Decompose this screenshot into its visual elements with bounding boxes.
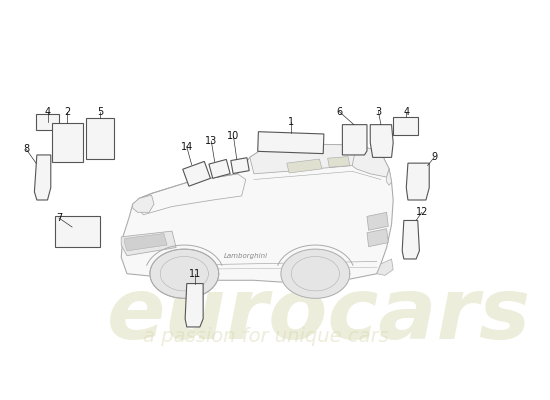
Polygon shape <box>343 125 367 155</box>
Text: a passion for unique cars: a passion for unique cars <box>144 327 389 346</box>
Polygon shape <box>367 229 388 247</box>
Polygon shape <box>250 144 360 174</box>
Bar <box>393 117 418 135</box>
Polygon shape <box>352 145 389 177</box>
Text: 3: 3 <box>376 106 382 116</box>
Text: 4: 4 <box>45 106 51 116</box>
Polygon shape <box>387 169 392 185</box>
Bar <box>52 123 82 162</box>
Ellipse shape <box>150 249 219 298</box>
Bar <box>209 160 230 178</box>
Text: 13: 13 <box>205 136 217 146</box>
Text: 5: 5 <box>97 106 103 116</box>
Polygon shape <box>370 125 393 158</box>
Polygon shape <box>328 156 350 167</box>
Bar <box>56 216 100 247</box>
Ellipse shape <box>281 249 350 298</box>
Text: 10: 10 <box>227 131 240 141</box>
Polygon shape <box>185 284 203 327</box>
Text: eurocars: eurocars <box>107 274 531 357</box>
Bar <box>183 161 211 186</box>
Polygon shape <box>133 195 154 212</box>
Polygon shape <box>121 144 393 284</box>
Text: 8: 8 <box>23 144 29 154</box>
Bar <box>231 158 249 174</box>
Text: 11: 11 <box>189 269 201 279</box>
Bar <box>36 114 59 130</box>
Polygon shape <box>287 159 322 173</box>
Text: 14: 14 <box>180 142 193 152</box>
Text: 12: 12 <box>416 207 428 217</box>
Text: 6: 6 <box>336 106 342 116</box>
Text: 7: 7 <box>56 213 62 223</box>
Polygon shape <box>402 220 420 259</box>
Polygon shape <box>124 234 167 251</box>
Polygon shape <box>367 212 388 230</box>
Polygon shape <box>377 259 393 275</box>
Text: 1: 1 <box>288 117 294 127</box>
Text: 2: 2 <box>64 106 70 116</box>
Text: Lamborghini: Lamborghini <box>224 253 268 259</box>
Bar <box>86 118 114 159</box>
Polygon shape <box>121 231 176 256</box>
Text: 9: 9 <box>431 152 437 162</box>
Bar <box>258 132 324 154</box>
Polygon shape <box>35 155 51 200</box>
Text: 4: 4 <box>403 106 409 116</box>
Polygon shape <box>406 163 429 200</box>
